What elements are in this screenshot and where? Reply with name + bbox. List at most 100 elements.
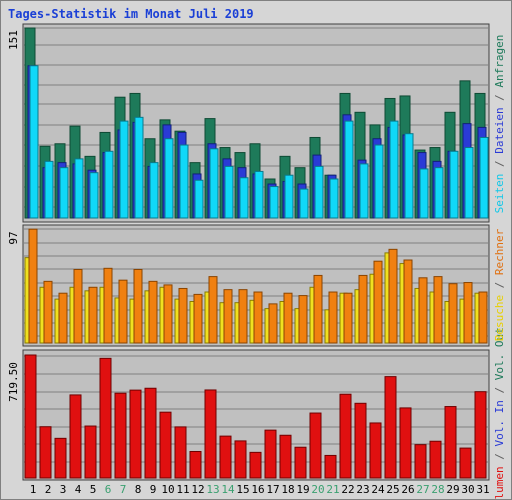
- bar-vol-in-day-11: [174, 426, 187, 479]
- bar-vol-in-day-18: [279, 434, 292, 479]
- x-tick-label-24: 24: [371, 483, 385, 496]
- bar-seiten-day-29: [449, 150, 459, 219]
- x-tick-label-8: 8: [135, 483, 142, 496]
- bar-vol-in-day-31: [474, 391, 487, 479]
- x-tick-label-10: 10: [161, 483, 174, 496]
- legend-separator: /: [493, 275, 506, 295]
- bar-rechner-day-17: [268, 303, 278, 344]
- bar-rechner-day-9: [148, 280, 158, 344]
- bar-rechner-day-6: [103, 267, 113, 344]
- x-tick-label-3: 3: [60, 483, 67, 496]
- x-tick-label-28: 28: [431, 483, 444, 496]
- legend-besuche: Besuche: [493, 295, 506, 341]
- bar-seiten-day-27: [419, 168, 429, 219]
- x-tick-label-25: 25: [386, 483, 399, 496]
- bar-rechner-day-18: [283, 292, 293, 344]
- bar-seiten-day-30: [464, 147, 474, 219]
- legend-top: Seiten / Dateien / Anfragen: [493, 35, 506, 214]
- bar-seiten-day-24: [374, 144, 384, 219]
- bar-seiten-day-25: [389, 120, 399, 219]
- x-tick-label-16: 16: [251, 483, 264, 496]
- bar-seiten-day-13: [209, 148, 219, 219]
- bar-seiten-day-14: [224, 165, 234, 219]
- x-tick-label-2: 2: [45, 483, 52, 496]
- x-tick-label-6: 6: [105, 483, 112, 496]
- page-title: Tages-Statistik im Monat Juli 2019: [8, 7, 254, 21]
- legend-rechner: Rechner: [493, 228, 506, 275]
- bar-rechner-day-20: [313, 274, 323, 344]
- bar-seiten-day-21: [329, 178, 339, 219]
- legend-volumen: Volumen: [493, 466, 506, 500]
- y-max-label-top: 151: [7, 30, 20, 50]
- bar-vol-in-day-9: [144, 387, 157, 479]
- x-tick-label-31: 31: [476, 483, 489, 496]
- bar-rechner-day-23: [358, 274, 368, 344]
- bar-rechner-day-30: [463, 282, 473, 344]
- bar-vol-in-day-2: [39, 426, 52, 479]
- bar-rechner-day-1: [28, 228, 38, 344]
- bar-seiten-day-5: [89, 172, 99, 219]
- bar-seiten-day-23: [359, 163, 369, 219]
- bar-rechner-day-21: [328, 291, 338, 344]
- x-tick-label-7: 7: [120, 483, 127, 496]
- x-tick-label-13: 13: [206, 483, 219, 496]
- bar-seiten-day-2: [44, 160, 54, 219]
- bar-seiten-day-20: [314, 165, 324, 219]
- bar-seiten-day-1: [29, 65, 39, 219]
- bar-rechner-day-5: [88, 286, 98, 344]
- legend-vol-in: Vol. In: [493, 400, 506, 446]
- bar-rechner-day-26: [403, 259, 413, 344]
- bar-rechner-day-2: [43, 280, 53, 344]
- bar-vol-in-day-17: [264, 429, 277, 479]
- bar-vol-in-day-7: [114, 392, 127, 479]
- bar-vol-in-day-14: [219, 435, 232, 479]
- bar-vol-in-day-13: [204, 389, 217, 479]
- legend-separator: /: [493, 446, 506, 466]
- legend-middle: Besuche / Rechner: [493, 228, 506, 341]
- x-tick-label-20: 20: [311, 483, 324, 496]
- legend-dateien: Dateien: [493, 107, 506, 153]
- bar-rechner-day-13: [208, 276, 218, 344]
- x-tick-label-27: 27: [416, 483, 429, 496]
- bar-rechner-day-12: [193, 293, 203, 344]
- x-tick-label-14: 14: [221, 483, 235, 496]
- bar-seiten-day-9: [149, 162, 159, 219]
- bar-rechner-day-19: [298, 295, 308, 344]
- x-tick-label-12: 12: [191, 483, 204, 496]
- bar-vol-in-day-16: [249, 451, 262, 479]
- bar-seiten-day-10: [164, 138, 174, 219]
- bar-vol-in-day-28: [429, 440, 442, 479]
- bar-vol-in-day-19: [294, 446, 307, 479]
- bar-vol-in-day-5: [84, 425, 97, 479]
- bar-vol-in-day-12: [189, 451, 202, 479]
- x-tick-label-18: 18: [281, 483, 294, 496]
- bar-vol-in-day-3: [54, 437, 67, 479]
- bar-vol-in-day-6: [99, 357, 112, 479]
- legend-separator: /: [493, 380, 506, 400]
- bar-vol-in-day-15: [234, 440, 247, 479]
- bar-vol-in-day-27: [414, 444, 427, 479]
- bar-rechner-day-27: [418, 277, 428, 344]
- bar-rechner-day-31: [478, 291, 488, 344]
- bar-seiten-day-28: [434, 167, 444, 219]
- bar-rechner-day-7: [118, 279, 128, 344]
- bar-vol-in-day-22: [339, 393, 352, 479]
- bar-vol-in-day-21: [324, 454, 337, 479]
- bar-rechner-day-14: [223, 289, 233, 344]
- bar-seiten-day-4: [74, 158, 84, 219]
- bar-seiten-day-7: [119, 120, 129, 219]
- legend-separator: /: [493, 154, 506, 174]
- x-tick-label-23: 23: [356, 483, 369, 496]
- y-max-label-middle: 97: [7, 231, 20, 244]
- bar-seiten-day-26: [404, 133, 414, 219]
- bar-rechner-day-4: [73, 268, 83, 344]
- x-tick-label-9: 9: [150, 483, 157, 496]
- bar-rechner-day-15: [238, 289, 248, 344]
- x-tick-label-21: 21: [326, 483, 339, 496]
- bar-seiten-day-22: [344, 120, 354, 219]
- y-max-label-bottom: 719.50: [7, 362, 20, 402]
- x-tick-label-17: 17: [266, 483, 279, 496]
- bar-rechner-day-28: [433, 276, 443, 344]
- bar-vol-in-day-1: [24, 354, 37, 479]
